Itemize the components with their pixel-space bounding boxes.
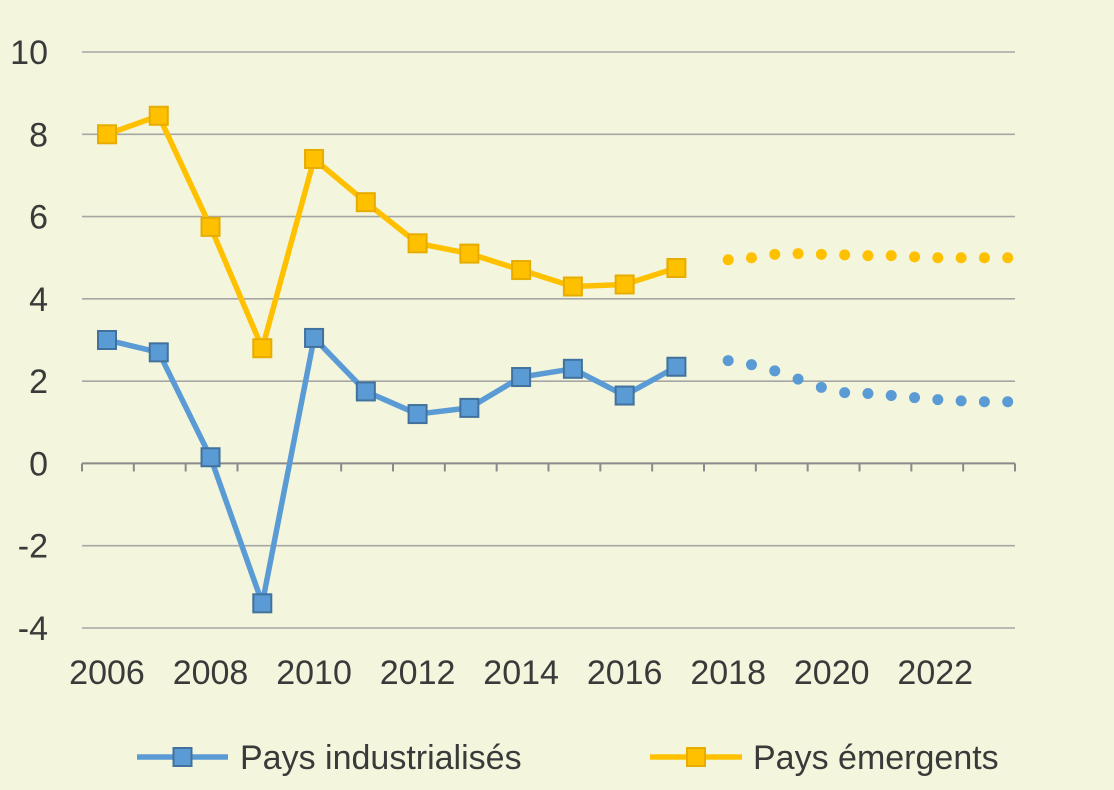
projection-dot — [932, 252, 944, 264]
x-tick-label: 2010 — [276, 654, 352, 692]
y-axis-tick-labels: 10 8 6 4 2 0 -2 -4 — [10, 34, 48, 648]
x-tick-label: 2020 — [794, 654, 870, 692]
data-point-marker — [459, 397, 480, 418]
data-point-marker — [97, 330, 117, 350]
x-tick-label: 2008 — [173, 654, 249, 692]
x-tick-label: 2006 — [69, 654, 145, 692]
data-point-marker — [614, 274, 635, 295]
projection-dot — [1002, 252, 1014, 264]
projection-dot — [932, 394, 944, 406]
legend-label-1: Pays émergents — [753, 739, 999, 777]
data-point-marker — [511, 367, 532, 388]
projection-dot — [839, 387, 851, 399]
data-point-marker — [511, 260, 532, 281]
x-tick-label: 2018 — [690, 654, 766, 692]
data-point-marker — [200, 216, 221, 237]
projection-dot — [722, 355, 734, 367]
y-tick-label: -4 — [18, 610, 48, 648]
projection-dot — [885, 390, 897, 402]
projection-dot — [862, 250, 874, 262]
x-axis-tick-labels: 2006 2008 2010 2012 2014 2016 2018 2020 2022 — [69, 654, 973, 692]
data-point-marker — [304, 148, 325, 169]
y-tick-label: 4 — [29, 281, 48, 319]
y-tick-label: 8 — [29, 116, 48, 154]
projection-dot — [839, 249, 851, 261]
data-point-marker — [459, 243, 480, 264]
data-point-marker — [562, 358, 583, 379]
projection-dot — [815, 248, 827, 260]
projection-dot — [792, 248, 804, 260]
data-point-marker — [407, 404, 428, 425]
y-tick-label: 6 — [29, 199, 48, 237]
data-point-marker — [148, 105, 169, 126]
y-tick-label: 0 — [29, 445, 48, 483]
series-line-1 — [104, 113, 680, 351]
gridlines — [82, 51, 1015, 629]
y-tick-label: 10 — [10, 34, 48, 72]
x-tick-label: 2022 — [897, 654, 973, 692]
projection-dot — [978, 396, 990, 408]
data-point-marker — [666, 356, 687, 377]
projection-dot — [745, 252, 757, 264]
data-point-marker — [148, 342, 169, 363]
x-tick-label: 2012 — [380, 654, 456, 692]
projection-dot — [955, 395, 967, 407]
projection-dot — [885, 250, 897, 262]
legend-label-0: Pays industrialisés — [240, 739, 522, 777]
projection-dot — [1002, 396, 1014, 408]
projection-dot — [862, 387, 874, 399]
data-point-marker — [407, 233, 428, 254]
projection-dot — [955, 252, 967, 264]
data-point-marker — [200, 447, 221, 468]
series-lines — [97, 105, 1014, 614]
y-tick-label: -2 — [18, 528, 48, 566]
projection-dot — [909, 251, 921, 263]
data-point-marker — [355, 381, 376, 402]
projection-dot — [909, 392, 921, 404]
data-point-marker — [666, 258, 687, 278]
data-point-marker — [562, 276, 583, 297]
data-point-marker — [355, 192, 376, 213]
x-tick-label: 2016 — [587, 654, 663, 692]
projection-dot — [722, 254, 734, 266]
data-point-marker — [97, 124, 117, 145]
projection-dot — [815, 381, 827, 393]
data-point-marker — [252, 593, 273, 614]
projection-dot — [745, 359, 757, 371]
x-tick-label: 2014 — [483, 654, 559, 692]
data-point-marker — [252, 338, 273, 359]
projection-dot — [792, 373, 804, 385]
legend-marker-0 — [172, 747, 193, 767]
data-point-marker — [304, 327, 325, 348]
legend: Pays industrialisés Pays émergents — [137, 739, 999, 777]
data-point-marker — [614, 385, 635, 406]
projection-dot — [769, 365, 781, 377]
x-axis — [81, 463, 1016, 472]
projection-dot — [769, 248, 781, 260]
legend-marker-1 — [686, 747, 706, 767]
projection-dot — [978, 252, 990, 264]
y-tick-label: 2 — [29, 363, 48, 401]
series-line-0 — [104, 335, 680, 607]
